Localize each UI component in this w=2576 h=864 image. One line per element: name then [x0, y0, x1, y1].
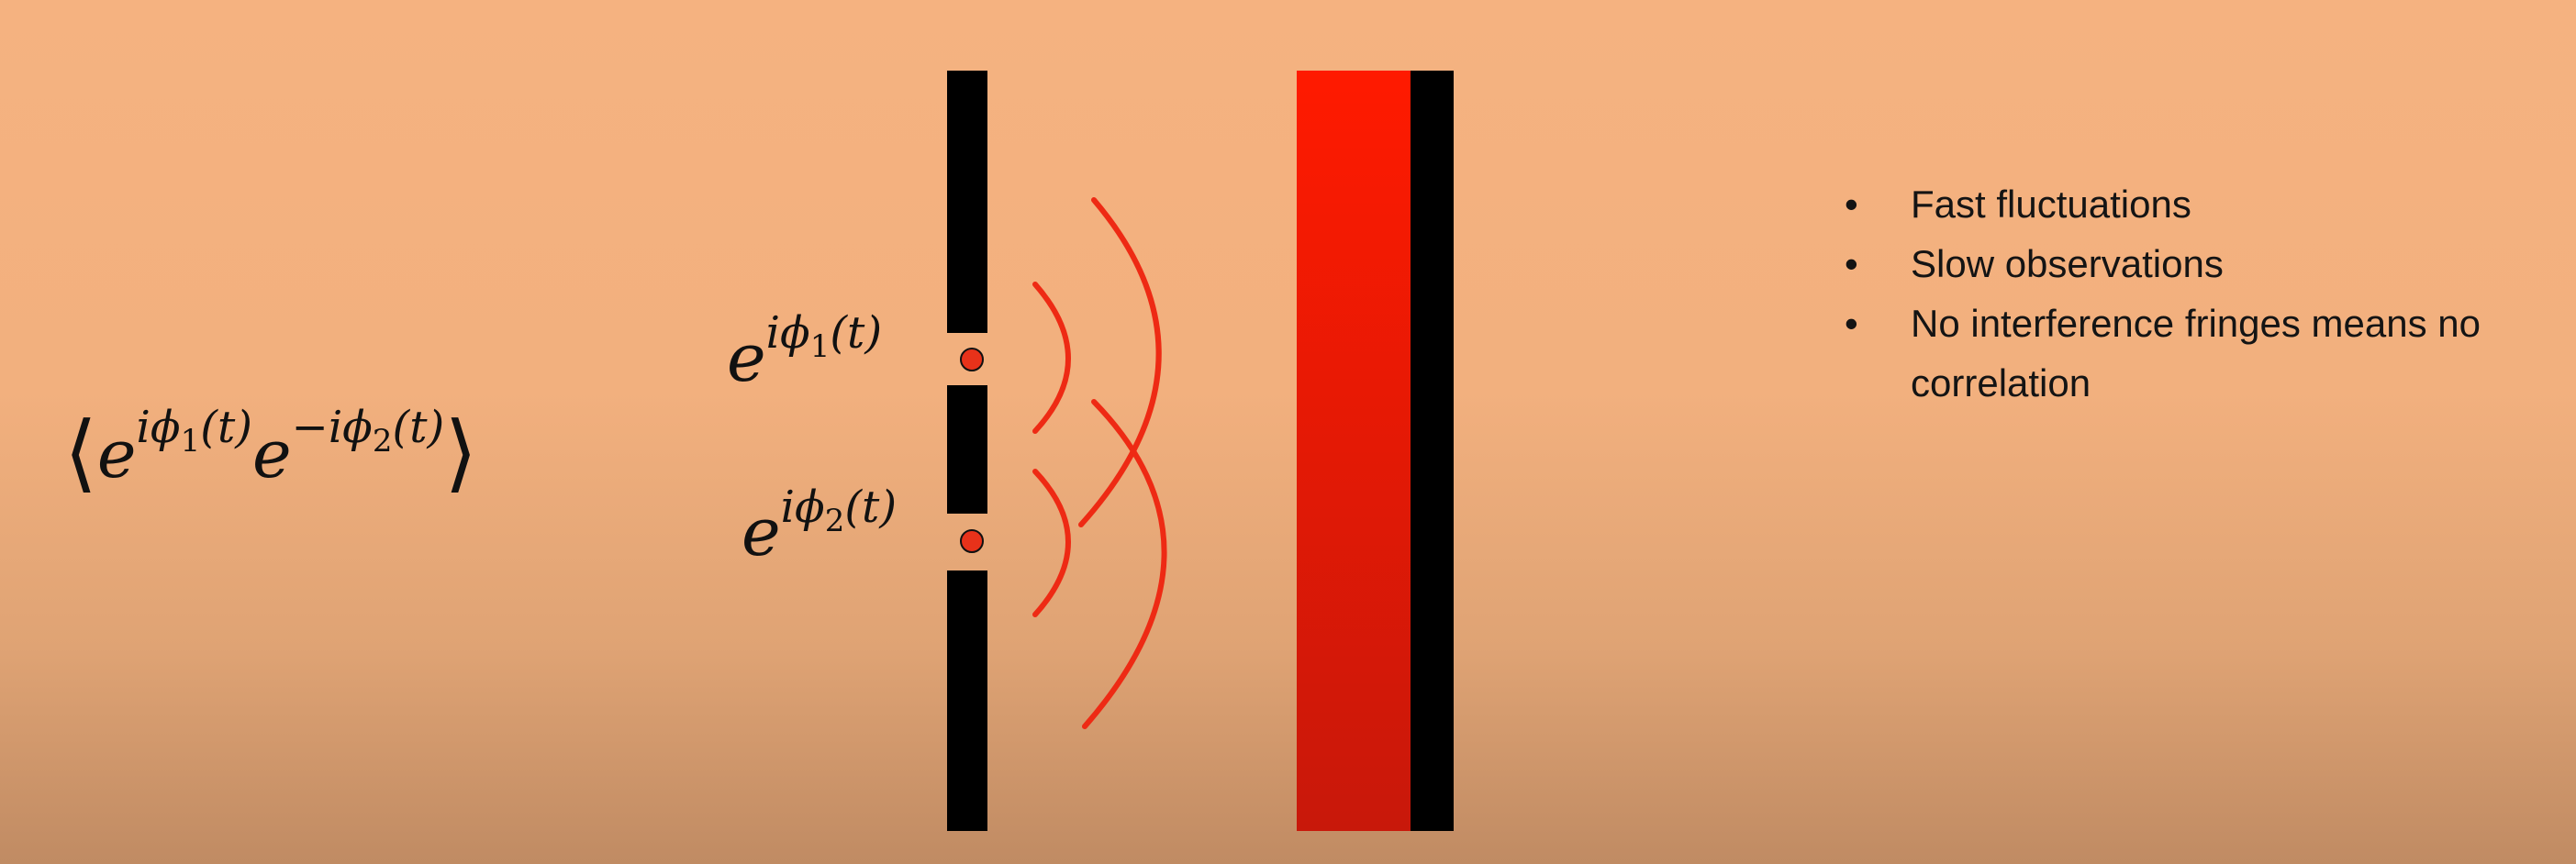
- phase2-t: (t): [844, 482, 897, 533]
- phase1-base: e: [727, 319, 766, 396]
- exponent-2-t: (t): [393, 402, 445, 453]
- wavefront-1-outer: [1078, 197, 1162, 527]
- phase2-base: e: [742, 493, 781, 570]
- barrier-top: [947, 71, 987, 333]
- angle-open: ⟨: [64, 404, 97, 502]
- barrier-middle: [947, 385, 987, 514]
- exponent-2-minus-i: −i: [292, 402, 343, 453]
- phase-label-1: eiϕ1(t): [727, 307, 882, 396]
- source-dot-2: [960, 529, 984, 553]
- bullet-item: • Slow observations: [1845, 234, 2553, 294]
- e-base-2: e: [252, 415, 292, 493]
- exponent-2-sub: 2: [373, 423, 393, 460]
- bullet-dot: •: [1845, 302, 1858, 345]
- phase2-i: i: [781, 482, 795, 533]
- bullet-text: Fast fluctuations: [1911, 183, 2191, 226]
- wavefront-2-inner: [1032, 469, 1071, 617]
- angle-close: ⟩: [444, 404, 477, 502]
- barrier-bottom: [947, 570, 987, 831]
- correlation-formula: ⟨eiϕ1(t)e−iϕ2(t)⟩: [64, 402, 477, 502]
- phase1-sub: 1: [810, 328, 831, 365]
- bullet-dot: •: [1845, 183, 1858, 226]
- phase2-sub: 2: [825, 503, 845, 539]
- e-base-1: e: [97, 415, 137, 493]
- bullet-dot: •: [1845, 242, 1858, 285]
- phase1-i: i: [766, 307, 780, 359]
- bullet-list: • Fast fluctuations • Slow observations …: [1845, 174, 2553, 413]
- exponent-1-sub: 1: [181, 423, 201, 460]
- bullet-text: No interference fringes means no correla…: [1911, 302, 2481, 404]
- bullet-item: • Fast fluctuations: [1845, 174, 2553, 234]
- phase1-phi: ϕ: [780, 307, 810, 359]
- exponent-2-phi: ϕ: [342, 402, 373, 453]
- phase2-phi: ϕ: [795, 482, 825, 533]
- bullet-item: • No interference fringes means no corre…: [1845, 294, 2553, 413]
- wavefront-1-inner: [1032, 282, 1071, 434]
- detection-screen: [1297, 71, 1411, 831]
- phase1-t: (t): [830, 307, 882, 359]
- screen-backing: [1411, 71, 1454, 831]
- bullet-text: Slow observations: [1911, 242, 2224, 285]
- wavefront-2-outer: [1082, 399, 1167, 729]
- exponent-1-t: (t): [200, 402, 252, 453]
- exponent-1-phi: ϕ: [151, 402, 181, 453]
- exponent-1-i: i: [137, 402, 151, 453]
- phase-label-2: eiϕ2(t): [742, 482, 897, 570]
- source-dot-1: [960, 348, 984, 371]
